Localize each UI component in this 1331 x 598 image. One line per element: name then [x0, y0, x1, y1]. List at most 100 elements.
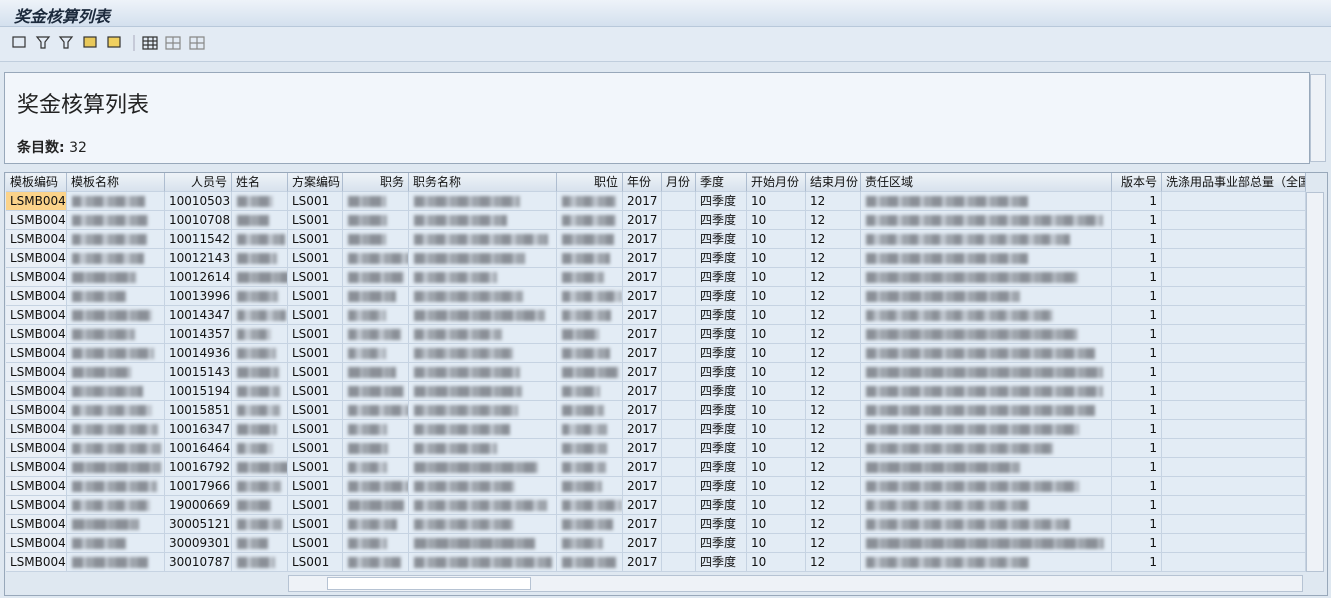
redacted-text — [562, 253, 610, 264]
table-cell — [861, 439, 1112, 458]
redacted-text — [414, 405, 518, 416]
header-scrollbar[interactable] — [1310, 74, 1326, 162]
redacted-text — [72, 462, 161, 473]
table-cell — [861, 534, 1112, 553]
table-cell — [557, 230, 623, 249]
table-cell — [1162, 363, 1306, 382]
filter-set-icon[interactable] — [58, 36, 74, 49]
table-cell — [861, 230, 1112, 249]
redacted-text — [562, 519, 613, 530]
table-cell: LS001 — [288, 496, 343, 515]
redacted-text — [72, 519, 139, 530]
table-cell — [1162, 515, 1306, 534]
redacted-text — [414, 500, 547, 511]
redacted-text — [414, 310, 545, 321]
table-cell — [662, 458, 696, 477]
horizontal-scrollbar[interactable] — [288, 575, 1303, 592]
scroll-thumb[interactable] — [327, 577, 531, 590]
table-cell: 30005121 — [165, 515, 232, 534]
table-cell: 10 — [747, 306, 806, 325]
redacted-text — [562, 481, 602, 492]
table-cell — [343, 325, 409, 344]
redacted-text — [562, 386, 600, 397]
table-cell — [1162, 192, 1306, 211]
table-cell: 2017 — [623, 439, 662, 458]
table-cell: 1 — [1112, 325, 1162, 344]
redacted-text — [72, 291, 126, 302]
layout-save-icon[interactable] — [189, 36, 205, 50]
table-cell — [409, 306, 557, 325]
table-cell: 10010503 — [165, 192, 232, 211]
redacted-text — [237, 234, 285, 245]
layout-icon[interactable] — [142, 36, 158, 50]
table-cell — [557, 325, 623, 344]
table-cell: LS001 — [288, 534, 343, 553]
table-cell — [1162, 496, 1306, 515]
table-cell: 1 — [1112, 439, 1162, 458]
table-cell — [861, 211, 1112, 230]
table-cell — [662, 306, 696, 325]
table-cell: 1 — [1112, 363, 1162, 382]
export-icon[interactable] — [107, 36, 121, 48]
redacted-text — [348, 462, 387, 473]
table-cell: 四季度 — [696, 439, 747, 458]
table-cell — [232, 344, 288, 363]
filter-icon[interactable] — [35, 36, 51, 49]
redacted-text — [72, 234, 147, 245]
table-cell — [1162, 287, 1306, 306]
redacted-text — [348, 538, 387, 549]
table-cell: 2017 — [623, 553, 662, 572]
layout-change-icon[interactable] — [165, 36, 181, 50]
column-header: 职位 — [557, 173, 623, 192]
table-cell — [67, 230, 165, 249]
table-cell — [1162, 249, 1306, 268]
table-cell — [861, 420, 1112, 439]
table-cell: 1 — [1112, 477, 1162, 496]
table-cell: LSMB004 — [6, 211, 67, 230]
table-cell: 2017 — [623, 249, 662, 268]
table-cell: 10014347 — [165, 306, 232, 325]
column-header: 季度 — [696, 173, 747, 192]
table-cell — [232, 192, 288, 211]
table-cell — [67, 534, 165, 553]
redacted-text — [562, 291, 622, 302]
column-header: 模板编码 — [6, 173, 67, 192]
redacted-text — [348, 272, 404, 283]
column-header: 模板名称 — [67, 173, 165, 192]
table-cell — [662, 325, 696, 344]
redacted-text — [72, 443, 161, 454]
table-cell — [662, 553, 696, 572]
redacted-text — [562, 557, 616, 568]
redacted-text — [414, 196, 520, 207]
table-cell: 12 — [806, 344, 861, 363]
print-icon[interactable] — [12, 36, 26, 48]
table-cell — [861, 382, 1112, 401]
redacted-text — [562, 272, 604, 283]
table-cell: 四季度 — [696, 420, 747, 439]
vertical-scrollbar[interactable] — [1306, 192, 1324, 572]
table-cell — [1162, 211, 1306, 230]
edit-icon[interactable] — [83, 36, 97, 48]
table-cell: 1 — [1112, 553, 1162, 572]
table-cell: 2017 — [623, 325, 662, 344]
table-cell: 10 — [747, 534, 806, 553]
table-cell: 12 — [806, 287, 861, 306]
column-header: 责任区域 — [861, 173, 1112, 192]
table-cell: 10015194 — [165, 382, 232, 401]
table-cell: 12 — [806, 268, 861, 287]
table-cell — [409, 325, 557, 344]
table-cell — [409, 363, 557, 382]
table-cell: 1 — [1112, 515, 1162, 534]
table-cell: 四季度 — [696, 211, 747, 230]
table-cell — [861, 553, 1112, 572]
table-cell — [1162, 306, 1306, 325]
table-cell — [343, 477, 409, 496]
redacted-text — [237, 443, 273, 454]
redacted-text — [348, 348, 386, 359]
window-title: 奖金核算列表 — [14, 7, 111, 26]
table-cell: LSMB004 — [6, 249, 67, 268]
table-cell — [1162, 553, 1306, 572]
table-cell — [232, 363, 288, 382]
table-cell: 四季度 — [696, 363, 747, 382]
table-cell: 12 — [806, 230, 861, 249]
